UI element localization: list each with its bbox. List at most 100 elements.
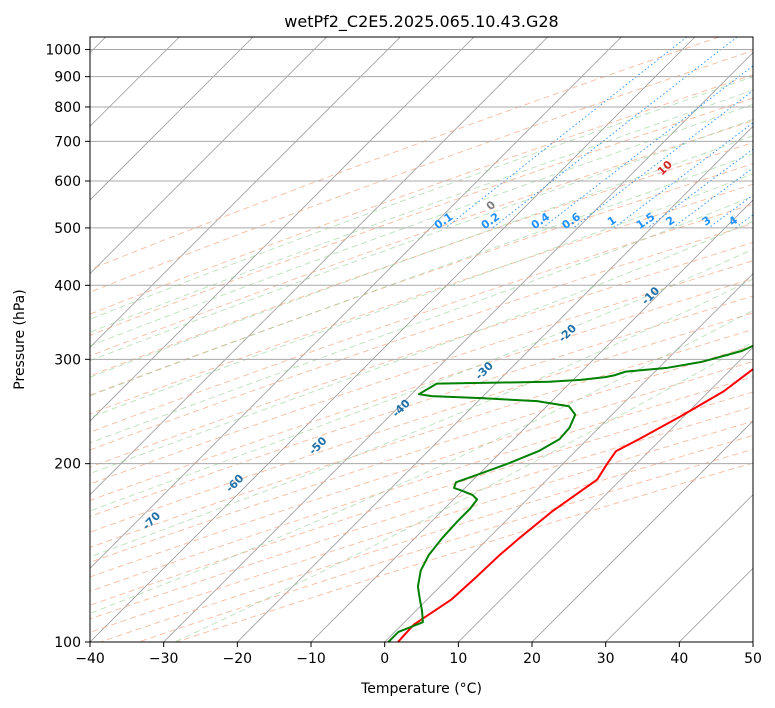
dry-adiabat <box>90 360 753 578</box>
isotherm-line <box>90 37 401 348</box>
isotherm-line <box>458 346 753 642</box>
mixing-ratio-line <box>445 37 688 229</box>
mixing-ratio-label: 2 <box>664 214 678 229</box>
x-tick-label: −30 <box>149 651 179 667</box>
isotherm-line <box>90 37 622 569</box>
mixing-ratio-line <box>492 37 738 229</box>
isotherm-line <box>384 273 753 642</box>
x-tick-label: −40 <box>75 651 105 667</box>
moist-adiabat <box>90 195 753 444</box>
dry-adiabat <box>90 223 753 451</box>
y-tick-label: 1000 <box>45 43 81 59</box>
mixing-ratio-line <box>708 194 753 229</box>
moist-adiabat-label: -80 <box>57 547 80 570</box>
y-axis: 100 200 300 400 500 600 700 800 900 1000 <box>45 43 90 651</box>
dry-adiabat <box>90 260 753 485</box>
isotherm-line <box>90 37 327 275</box>
y-tick-label: 700 <box>54 134 81 150</box>
dry-adiabat <box>90 295 753 517</box>
moist-adiabat-label: -10 <box>639 284 662 307</box>
isotherm-line <box>237 125 753 642</box>
mixing-ratio-label: 1.5 <box>634 210 657 232</box>
moist-adiabat <box>90 76 753 320</box>
dry-adiabat <box>90 163 753 396</box>
mixing-ratio-line <box>672 167 753 229</box>
dewpoint-profile <box>387 344 753 642</box>
x-tick-label: −20 <box>223 651 253 667</box>
dry-adiabat-label: 10 <box>655 158 675 178</box>
x-axis: −40 −30 −20 −10 0 10 20 30 40 50 <box>75 642 762 667</box>
mixing-ratio-label: 0.4 <box>529 210 553 232</box>
isotherm-line <box>679 567 753 642</box>
y-tick-label: 500 <box>54 221 81 237</box>
x-tick-label: 50 <box>744 651 762 667</box>
y-tick-label: 900 <box>54 70 81 86</box>
isotherm-line <box>163 52 753 642</box>
dry-adiabat <box>90 142 753 377</box>
moist-adiabat-label: -40 <box>390 397 413 420</box>
dry-adiabat <box>90 345 753 563</box>
moist-adiabat <box>90 220 753 475</box>
y-tick-label: 300 <box>54 352 81 368</box>
x-axis-label: Temperature (°C) <box>360 681 482 697</box>
moist-adiabat <box>90 118 753 362</box>
isotherm-line <box>90 37 696 642</box>
moist-adiabat-label: -20 <box>556 322 579 345</box>
isotherm-line <box>310 199 753 642</box>
dry-adiabat <box>90 241 753 468</box>
x-tick-label: 10 <box>449 651 467 667</box>
moist-adiabat <box>90 173 753 418</box>
isotherm-line <box>605 494 753 642</box>
mixing-ratio-line <box>734 214 753 229</box>
y-tick-label: 100 <box>54 635 81 651</box>
mixing-ratio-label: 0.6 <box>560 210 584 232</box>
isotherm-line <box>90 37 254 201</box>
moist-adiabat-label: -60 <box>223 472 246 495</box>
dry-adiabat <box>90 278 753 501</box>
isobar-grid <box>90 49 753 642</box>
isotherm-line <box>90 37 548 496</box>
moist-adiabat-label: -30 <box>473 359 496 382</box>
dry-adiabat <box>90 74 753 315</box>
y-axis-label: Pressure (hPa) <box>12 289 28 389</box>
temperature-profile <box>397 367 753 642</box>
dry-adiabat <box>90 328 753 548</box>
x-tick-label: 40 <box>670 651 688 667</box>
chart-title: wetPf2_C2E5.2025.065.10.43.G28 <box>284 12 558 32</box>
isotherm-line <box>90 37 475 422</box>
moist-adiabat <box>90 89 753 333</box>
isotherm-line <box>752 641 753 642</box>
y-tick-label: 600 <box>54 174 81 190</box>
moist-adiabat <box>90 153 753 397</box>
dry-adiabat <box>90 391 753 606</box>
mixing-ratio-label: 1 <box>605 214 619 229</box>
dry-adiabat <box>90 406 753 620</box>
dry-adiabat <box>90 120 753 357</box>
x-tick-label: 20 <box>523 651 541 667</box>
dry-adiabat <box>100 434 753 642</box>
dry-adiabat <box>90 183 753 415</box>
plot-frame <box>89 36 754 643</box>
dry-adiabat <box>90 37 720 270</box>
dry-adiabat <box>90 420 753 633</box>
mixing-ratio-label: 0.2 <box>479 210 502 232</box>
mixing-ratio-label: 6 <box>765 213 775 228</box>
background-lines <box>90 37 753 642</box>
x-tick-label: 30 <box>597 651 615 667</box>
mixing-ratio-line <box>542 65 753 229</box>
y-tick-label: 800 <box>54 100 81 116</box>
y-tick-label: 200 <box>54 457 81 473</box>
moist-adiabat <box>90 248 753 512</box>
x-tick-label: 0 <box>380 651 389 667</box>
x-tick-label: −10 <box>296 651 326 667</box>
moist-adiabat-label: -50 <box>306 434 329 457</box>
dry-adiabat <box>90 203 753 433</box>
dry-adiabat <box>90 312 753 533</box>
y-tick-label: 400 <box>54 278 81 294</box>
isotherm-line <box>531 420 753 642</box>
dry-adiabat <box>90 97 753 336</box>
mixing-ratio-line <box>613 122 753 229</box>
dry-adiabat <box>90 50 753 293</box>
moist-adiabat <box>90 278 753 558</box>
